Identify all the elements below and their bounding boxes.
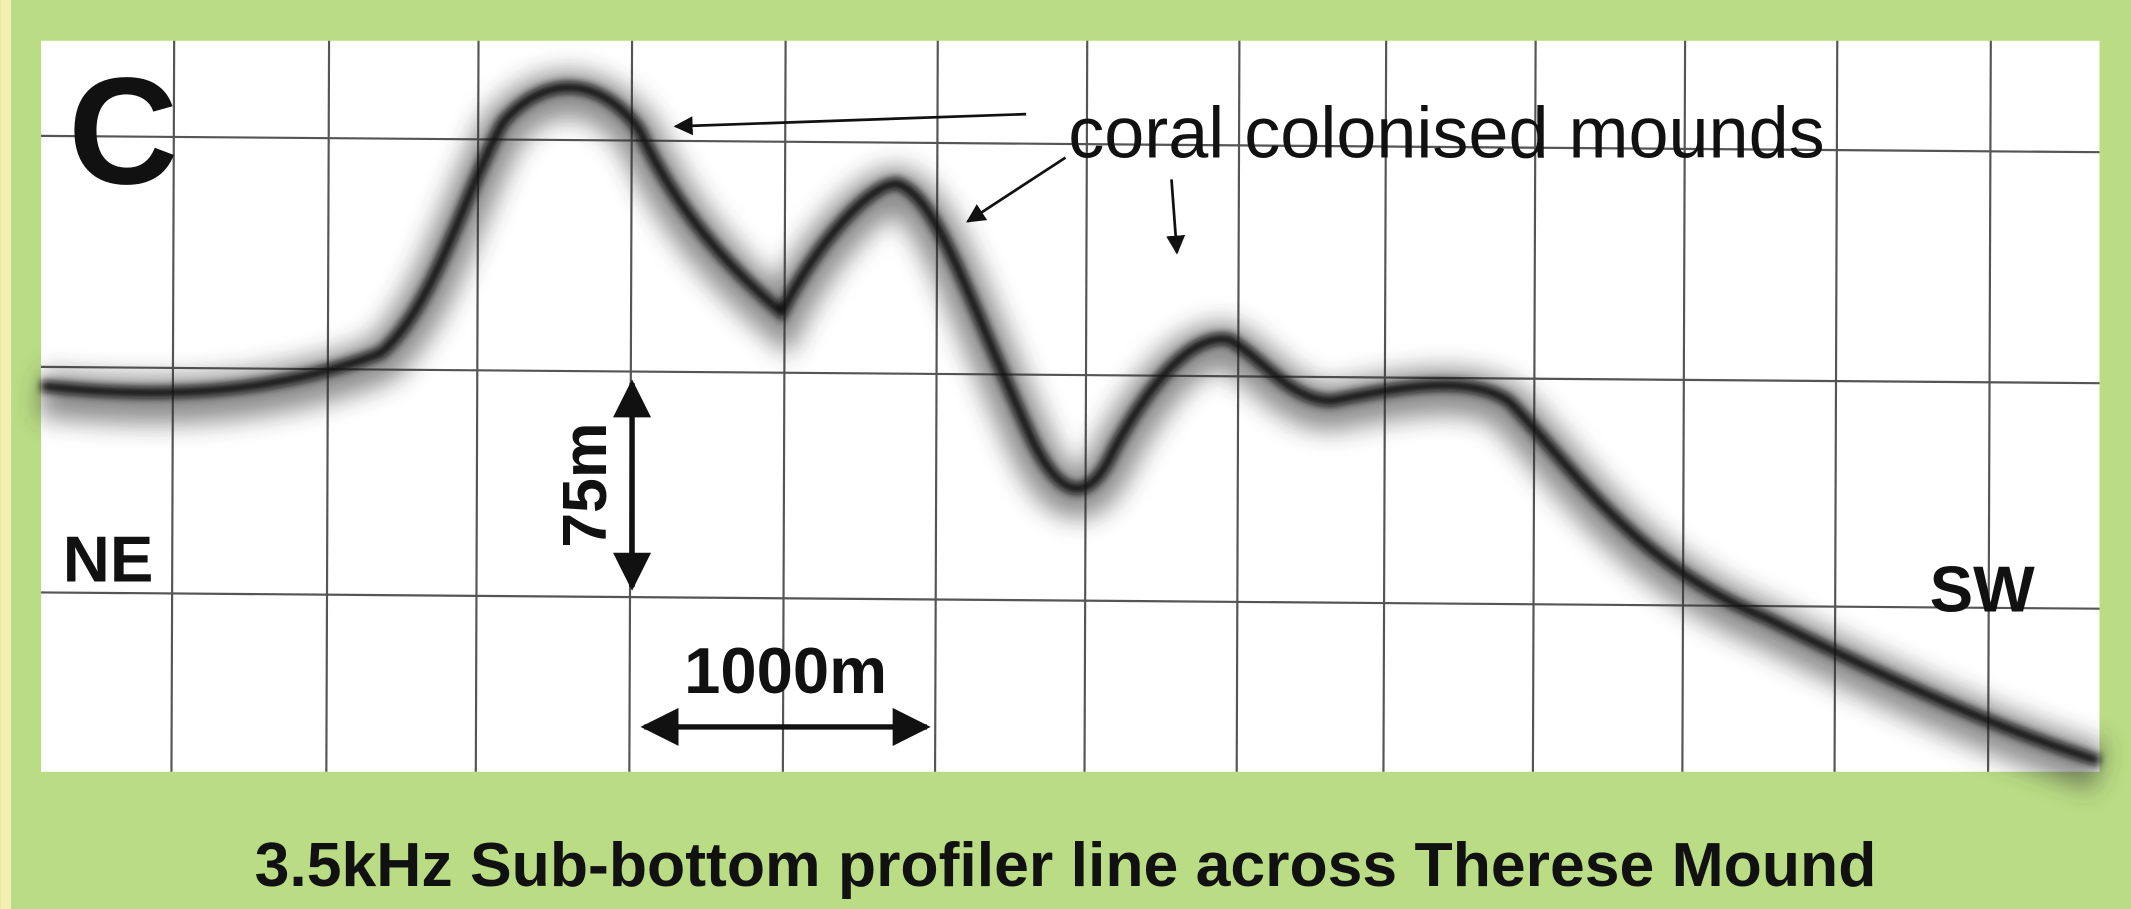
horizontal-scale: 1000m — [684, 634, 887, 707]
panel-label: C — [68, 46, 178, 216]
left-strip — [0, 0, 12, 909]
annotation: coral colonised mounds — [1068, 94, 1824, 174]
profile-panel — [41, 40, 2100, 772]
caption: 3.5kHz Sub-bottom profiler line across T… — [255, 830, 1877, 900]
direction-right: SW — [1930, 552, 2035, 625]
vertical-scale: 75m — [550, 423, 620, 548]
scale-arrows — [613, 379, 931, 746]
seafloor-echo — [38, 71, 2107, 790]
annotation-arrows — [673, 112, 1186, 255]
direction-left: NE — [63, 523, 154, 596]
